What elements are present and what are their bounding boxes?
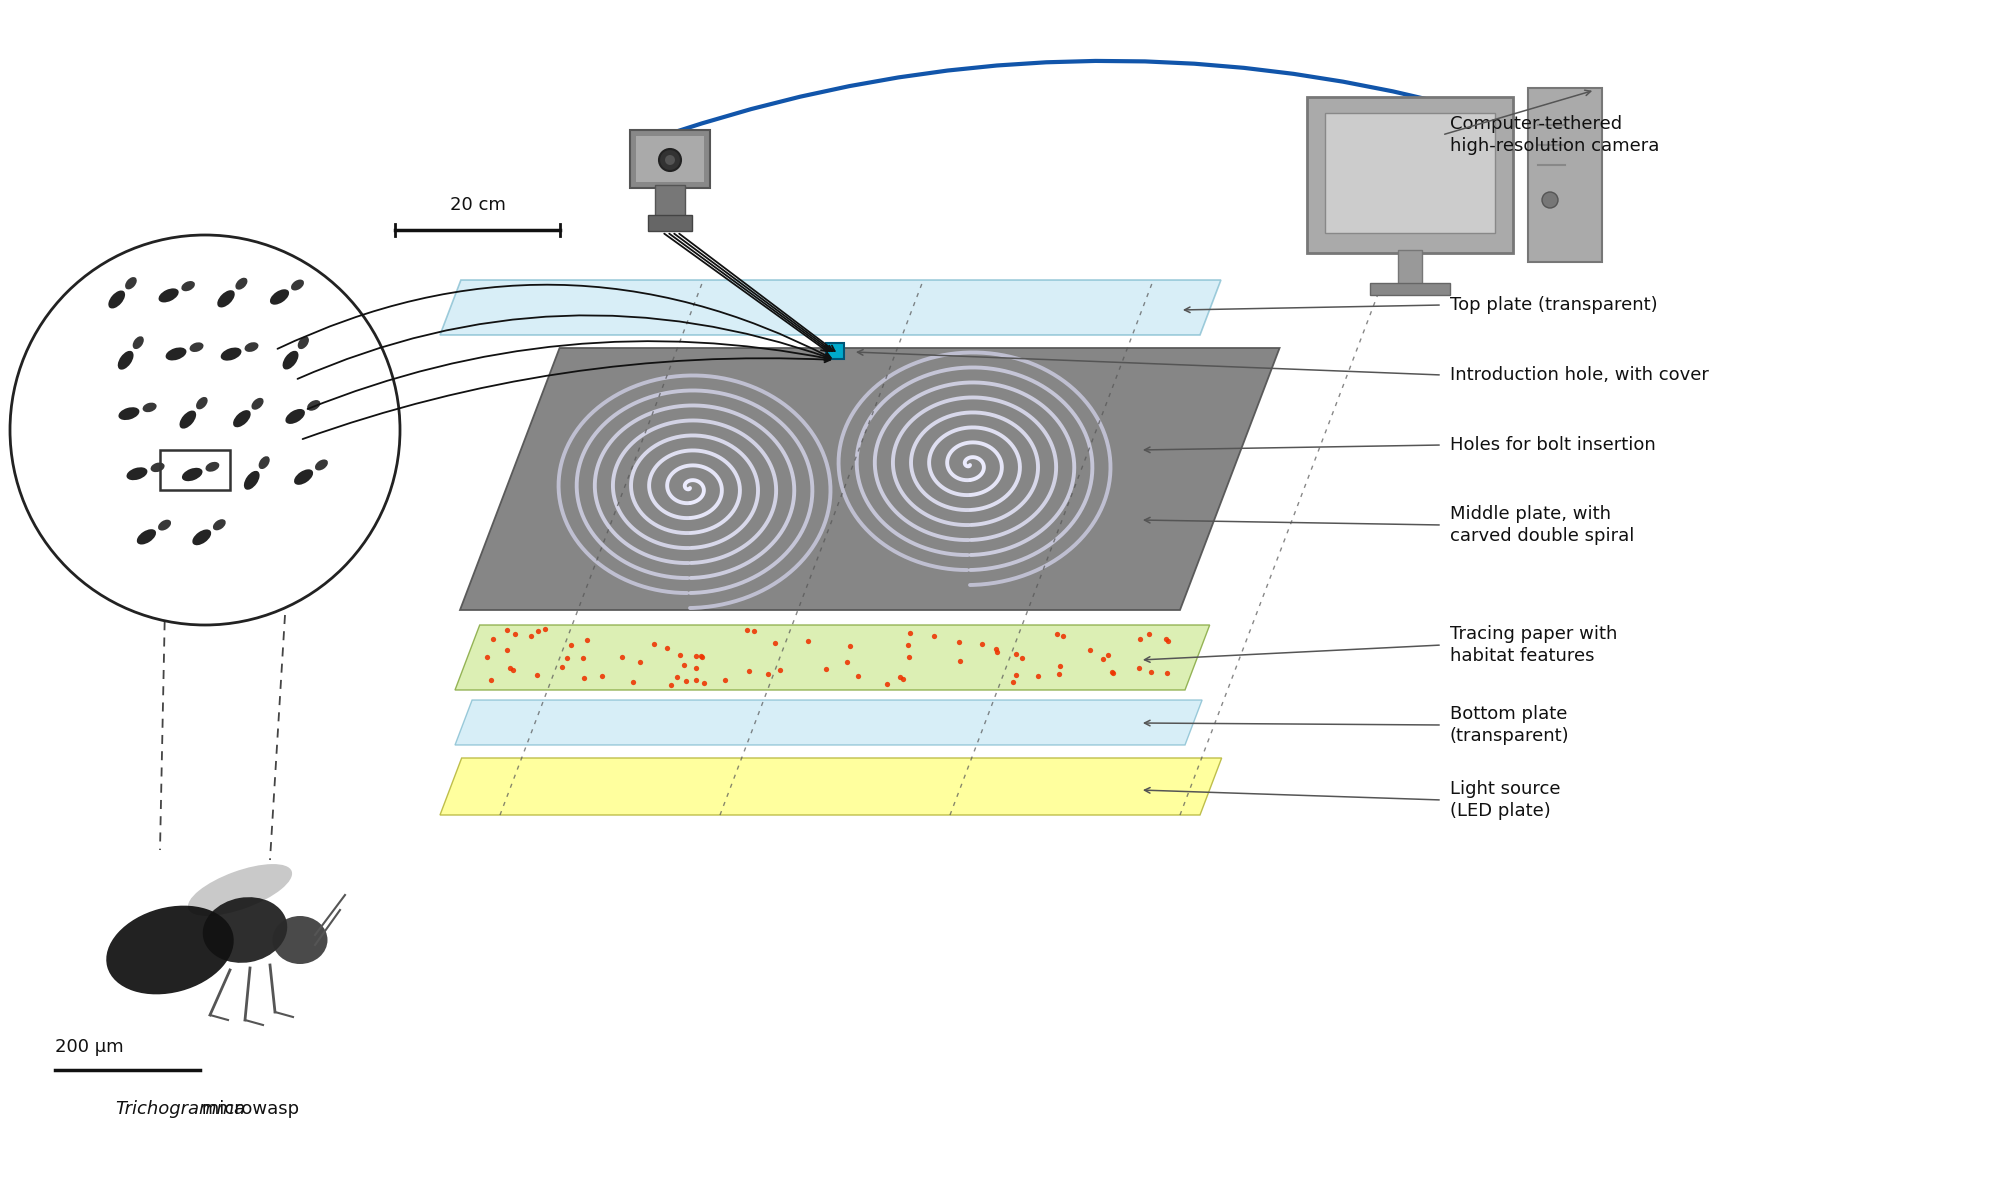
Ellipse shape [158,288,178,302]
FancyBboxPatch shape [1369,283,1450,295]
FancyBboxPatch shape [1528,88,1602,262]
Text: Tracing paper with
habitat features: Tracing paper with habitat features [1450,624,1616,666]
Ellipse shape [271,289,289,304]
Ellipse shape [118,407,138,420]
Ellipse shape [315,459,327,471]
Bar [160,450,231,490]
Ellipse shape [132,336,144,349]
FancyBboxPatch shape [1397,250,1422,286]
Text: Bottom plate
(transparent): Bottom plate (transparent) [1450,704,1568,746]
Text: Computer-tethered
high-resolution camera: Computer-tethered high-resolution camera [1450,114,1658,156]
Ellipse shape [118,350,134,369]
Ellipse shape [188,342,203,352]
Ellipse shape [251,398,263,409]
Ellipse shape [124,277,136,289]
Text: Introduction hole, with cover: Introduction hole, with cover [1450,366,1708,384]
Text: Middle plate, with
carved double spiral: Middle plate, with carved double spiral [1450,505,1634,545]
Ellipse shape [213,519,227,530]
Text: 20 cm: 20 cm [449,196,505,214]
Ellipse shape [178,411,196,428]
Ellipse shape [283,350,299,369]
Text: Holes for bolt insertion: Holes for bolt insertion [1450,435,1654,454]
Ellipse shape [259,457,269,470]
FancyBboxPatch shape [648,215,692,231]
Circle shape [1542,192,1558,208]
Ellipse shape [136,529,156,544]
Ellipse shape [205,461,219,472]
Polygon shape [459,348,1279,610]
Text: Trichogramma: Trichogramma [114,1100,245,1117]
Ellipse shape [235,277,247,289]
Text: microwasp: microwasp [196,1100,299,1117]
FancyBboxPatch shape [656,185,684,217]
Ellipse shape [245,471,259,490]
Circle shape [10,235,399,625]
Circle shape [660,149,680,171]
Ellipse shape [295,470,313,485]
Polygon shape [439,280,1221,335]
Ellipse shape [108,290,124,308]
Ellipse shape [245,342,259,352]
Ellipse shape [203,897,287,963]
Text: 200 μm: 200 μm [54,1038,124,1056]
Ellipse shape [291,280,305,290]
Ellipse shape [106,905,235,995]
Ellipse shape [297,336,309,349]
Text: Top plate (transparent): Top plate (transparent) [1450,296,1656,314]
Ellipse shape [221,348,241,361]
FancyBboxPatch shape [1325,113,1494,232]
Ellipse shape [158,519,170,531]
FancyBboxPatch shape [630,130,710,188]
Polygon shape [439,758,1221,815]
Ellipse shape [307,400,321,411]
FancyBboxPatch shape [826,343,844,359]
Ellipse shape [285,409,305,424]
Ellipse shape [166,347,186,360]
Ellipse shape [150,463,164,472]
Ellipse shape [192,530,211,545]
Ellipse shape [188,864,293,916]
FancyBboxPatch shape [636,136,704,182]
Ellipse shape [182,467,203,481]
Polygon shape [455,625,1209,690]
Ellipse shape [273,916,327,964]
Text: Light source
(LED plate): Light source (LED plate) [1450,780,1560,820]
Polygon shape [455,700,1201,745]
Ellipse shape [126,467,146,480]
Ellipse shape [217,290,235,308]
Ellipse shape [233,411,251,427]
Circle shape [666,155,674,165]
Ellipse shape [142,402,156,412]
Ellipse shape [180,281,194,291]
Ellipse shape [196,396,209,409]
FancyBboxPatch shape [1307,97,1512,253]
